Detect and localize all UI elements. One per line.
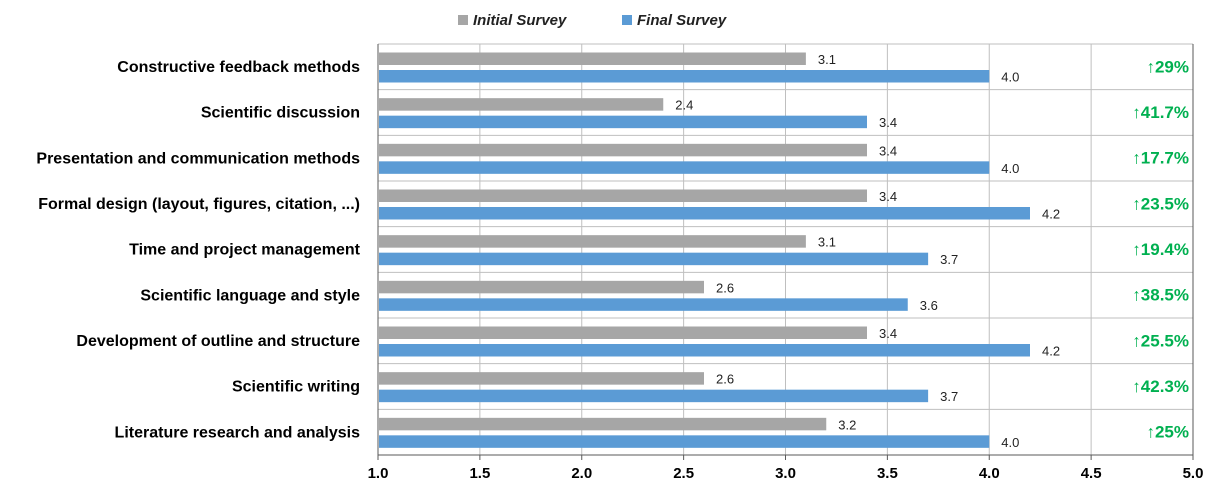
category-label: Development of outline and structure — [76, 333, 360, 350]
bar-value-label: 3.1 — [818, 52, 836, 67]
bar-initial-survey — [379, 326, 867, 339]
category-labels: Constructive feedback methods Scientific … — [36, 59, 360, 441]
gridlines — [377, 43, 1194, 456]
bar-initial-survey — [379, 372, 704, 385]
improvement-percent: ↑42.3% — [1132, 377, 1189, 396]
category-label: Formal design (layout, figures, citation… — [38, 196, 360, 213]
bar-initial-survey — [379, 143, 867, 157]
improvement-percent: ↑38.5% — [1132, 286, 1189, 305]
bar-value-label: 3.7 — [940, 389, 958, 404]
improvement-percent: ↑17.7% — [1132, 149, 1189, 168]
x-axis-ticks: 1.0 1.5 2.0 2.5 3.0 3.5 4.0 4.5 5.0 — [368, 455, 1204, 482]
legend-swatch — [622, 15, 632, 25]
improvement-percent: ↑41.7% — [1132, 103, 1189, 122]
x-tick-label: 1.5 — [469, 465, 490, 482]
bar-final-survey — [379, 298, 908, 311]
x-tick-label: 2.5 — [673, 465, 694, 482]
bar-value-label: 3.6 — [920, 298, 938, 313]
x-tick-label: 4.0 — [979, 465, 1000, 482]
bar-final-survey — [379, 115, 867, 129]
category-label: Literature research and analysis — [115, 424, 361, 441]
bar-final-survey — [379, 70, 990, 83]
bar-value-label: 4.2 — [1042, 344, 1060, 359]
bar-final-survey — [379, 161, 990, 174]
category-label: Constructive feedback methods — [117, 59, 360, 76]
category-label: Scientific writing — [232, 379, 360, 396]
bar-final-survey — [379, 207, 1030, 220]
bar-final-survey — [379, 344, 1030, 357]
legend-swatch — [458, 15, 468, 25]
x-tick-label: 5.0 — [1183, 465, 1204, 482]
improvement-percent: ↑23.5% — [1132, 194, 1189, 213]
x-tick-label: 3.5 — [877, 465, 898, 482]
legend: Initial Survey Final Survey — [458, 12, 727, 29]
bar-value-label: 3.2 — [838, 417, 856, 432]
bar-final-survey — [379, 389, 929, 403]
bar-value-label: 3.4 — [879, 115, 897, 130]
bar-final-survey — [379, 435, 990, 448]
bar-value-label: 2.4 — [675, 98, 693, 113]
improvement-percent: ↑29% — [1146, 57, 1189, 76]
legend-label: Initial Survey — [473, 12, 567, 29]
x-tick-label: 1.0 — [368, 465, 389, 482]
bar-value-label: 2.6 — [716, 280, 734, 295]
x-tick-label: 2.0 — [571, 465, 592, 482]
bar-initial-survey — [379, 98, 664, 111]
bar-value-label: 4.2 — [1042, 207, 1060, 222]
improvement-percent: ↑19.4% — [1132, 240, 1189, 259]
bar-value-label: 4.0 — [1001, 435, 1019, 450]
bar-value-label: 3.4 — [879, 189, 897, 204]
improvement-percent: ↑25.5% — [1132, 331, 1189, 350]
bars: 3.1 4.0 2.4 3.4 3.4 4.0 3.4 4.2 3.1 3.7 2.6 3.6 3.4 4… — [379, 52, 1060, 450]
bar-final-survey — [379, 252, 929, 266]
bar-value-label: 4.0 — [1001, 70, 1019, 85]
bar-initial-survey — [379, 235, 806, 248]
bar-value-label: 2.6 — [716, 372, 734, 387]
bar-value-label: 3.4 — [879, 143, 897, 158]
category-label: Scientific discussion — [201, 105, 360, 122]
bar-value-label: 4.0 — [1001, 161, 1019, 176]
legend-label: Final Survey — [637, 12, 727, 29]
x-tick-label: 3.0 — [775, 465, 796, 482]
bar-initial-survey — [379, 280, 704, 294]
bar-initial-survey — [379, 189, 867, 202]
bar-value-label: 3.1 — [818, 235, 836, 250]
category-label: Scientific language and style — [140, 287, 360, 304]
improvement-percent: ↑25% — [1146, 423, 1189, 442]
bar-value-label: 3.4 — [879, 326, 897, 341]
bar-initial-survey — [379, 417, 827, 431]
improvement-labels: ↑29% ↑41.7% ↑17.7% ↑23.5% ↑19.4% ↑38.5% ↑25.5%… — [1132, 57, 1189, 441]
category-label: Time and project management — [129, 242, 361, 259]
category-label: Presentation and communication methods — [36, 150, 360, 167]
bar-value-label: 3.7 — [940, 252, 958, 267]
x-tick-label: 4.5 — [1081, 465, 1102, 482]
bar-initial-survey — [379, 52, 806, 65]
